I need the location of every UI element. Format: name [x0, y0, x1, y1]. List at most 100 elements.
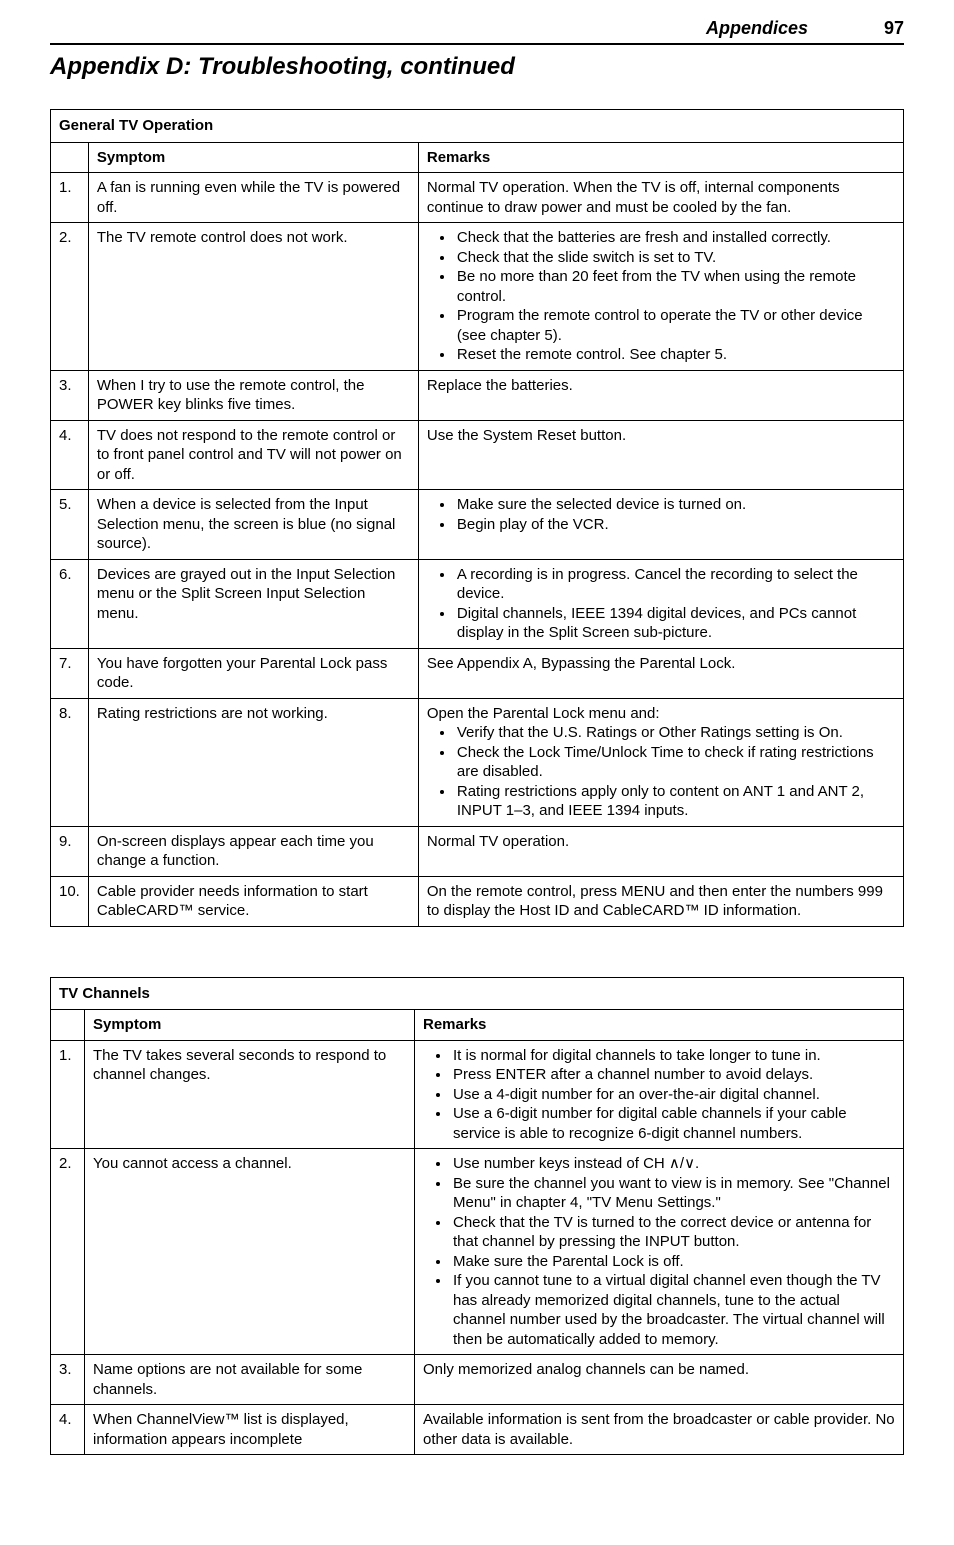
remarks-bullet-item: Use number keys instead of CH ∧/∨.: [451, 1154, 895, 1174]
col-remarks-header: Remarks: [415, 1010, 904, 1041]
row-remarks: Open the Parental Lock menu and:Verify t…: [418, 698, 903, 826]
remarks-text: On the remote control, press MENU and th…: [427, 883, 883, 920]
remarks-bullets: Use number keys instead of CH ∧/∨.Be sur…: [423, 1154, 895, 1349]
row-number: 4.: [51, 1405, 85, 1455]
remarks-bullet-item: Verify that the U.S. Ratings or Other Ra…: [455, 723, 895, 743]
remarks-bullet-item: Check that the slide switch is set to TV…: [455, 248, 895, 268]
row-symptom: When a device is selected from the Input…: [88, 490, 418, 560]
tables-container: General TV OperationSymptomRemarks1.A fa…: [50, 109, 904, 1455]
header-section-label: Appendices: [706, 18, 808, 39]
running-header: Appendices 97: [50, 18, 904, 45]
table-row: 9.On-screen displays appear each time yo…: [51, 826, 904, 876]
table-row: 5.When a device is selected from the Inp…: [51, 490, 904, 560]
row-symptom: You have forgotten your Parental Lock pa…: [88, 648, 418, 698]
table-row: 4.When ChannelView™ list is displayed, i…: [51, 1405, 904, 1455]
remarks-bullet-item: Reset the remote control. See chapter 5.: [455, 345, 895, 365]
row-number: 5.: [51, 490, 89, 560]
table-row: 7.You have forgotten your Parental Lock …: [51, 648, 904, 698]
remarks-bullet-item: Make sure the selected device is turned …: [455, 495, 895, 515]
table-row: 10.Cable provider needs information to s…: [51, 876, 904, 926]
table-row: 8.Rating restrictions are not working.Op…: [51, 698, 904, 826]
row-remarks: Available information is sent from the b…: [415, 1405, 904, 1455]
row-symptom: Rating restrictions are not working.: [88, 698, 418, 826]
remarks-bullet-item: Be no more than 20 feet from the TV when…: [455, 267, 895, 306]
remarks-bullets: Verify that the U.S. Ratings or Other Ra…: [427, 723, 895, 821]
remarks-bullets: Check that the batteries are fresh and i…: [427, 228, 895, 365]
remarks-text: Normal TV operation.: [427, 833, 569, 850]
row-symptom: The TV takes several seconds to respond …: [85, 1040, 415, 1149]
table-row: 1.The TV takes several seconds to respon…: [51, 1040, 904, 1149]
remarks-text: Only memorized analog channels can be na…: [423, 1361, 749, 1378]
row-symptom: A fan is running even while the TV is po…: [88, 173, 418, 223]
row-remarks: Use the System Reset button.: [418, 420, 903, 490]
row-symptom: On-screen displays appear each time you …: [88, 826, 418, 876]
table-row: 2.You cannot access a channel.Use number…: [51, 1149, 904, 1355]
row-number: 6.: [51, 559, 89, 648]
remarks-bullet-item: Digital channels, IEEE 1394 digital devi…: [455, 604, 895, 643]
row-symptom: Cable provider needs information to star…: [88, 876, 418, 926]
row-number: 2.: [51, 223, 89, 371]
remarks-lead: Open the Parental Lock menu and:: [427, 704, 895, 724]
row-remarks: Check that the batteries are fresh and i…: [418, 223, 903, 371]
remarks-bullet-item: Press ENTER after a channel number to av…: [451, 1065, 895, 1085]
page: Appendices 97 Appendix D: Troubleshootin…: [0, 0, 954, 1545]
remarks-bullet-item: Make sure the Parental Lock is off.: [451, 1252, 895, 1272]
row-number: 3.: [51, 1355, 85, 1405]
row-remarks: Replace the batteries.: [418, 370, 903, 420]
col-symptom-header: Symptom: [88, 142, 418, 173]
row-number: 1.: [51, 173, 89, 223]
row-symptom: Devices are grayed out in the Input Sele…: [88, 559, 418, 648]
remarks-bullet-item: Rating restrictions apply only to conten…: [455, 782, 895, 821]
remarks-text: Replace the batteries.: [427, 377, 573, 394]
row-number: 10.: [51, 876, 89, 926]
remarks-bullet-item: Be sure the channel you want to view is …: [451, 1174, 895, 1213]
page-title: Appendix D: Troubleshooting, continued: [50, 53, 904, 81]
remarks-text: Available information is sent from the b…: [423, 1411, 895, 1448]
col-num-header: [51, 1010, 85, 1041]
col-symptom-header: Symptom: [85, 1010, 415, 1041]
row-symptom: Name options are not available for some …: [85, 1355, 415, 1405]
remarks-bullet-item: Check that the TV is turned to the corre…: [451, 1213, 895, 1252]
row-number: 9.: [51, 826, 89, 876]
table-title: TV Channels: [51, 977, 904, 1010]
row-number: 4.: [51, 420, 89, 490]
col-remarks-header: Remarks: [418, 142, 903, 173]
remarks-bullet-item: It is normal for digital channels to tak…: [451, 1046, 895, 1066]
remarks-text: See Appendix A, Bypassing the Parental L…: [427, 655, 736, 672]
row-symptom: When I try to use the remote control, th…: [88, 370, 418, 420]
row-number: 7.: [51, 648, 89, 698]
row-number: 8.: [51, 698, 89, 826]
row-remarks: On the remote control, press MENU and th…: [418, 876, 903, 926]
row-number: 2.: [51, 1149, 85, 1355]
table-row: 3.Name options are not available for som…: [51, 1355, 904, 1405]
header-page-number: 97: [868, 18, 904, 39]
remarks-text: Normal TV operation. When the TV is off,…: [427, 179, 840, 216]
remarks-bullet-item: Use a 4-digit number for an over-the-air…: [451, 1085, 895, 1105]
remarks-bullet-item: Use a 6-digit number for digital cable c…: [451, 1104, 895, 1143]
row-remarks: See Appendix A, Bypassing the Parental L…: [418, 648, 903, 698]
row-remarks: Normal TV operation. When the TV is off,…: [418, 173, 903, 223]
table-row: 1.A fan is running even while the TV is …: [51, 173, 904, 223]
remarks-bullets: A recording is in progress. Cancel the r…: [427, 565, 895, 643]
table-row: 4.TV does not respond to the remote cont…: [51, 420, 904, 490]
remarks-text: Use the System Reset button.: [427, 427, 626, 444]
remarks-bullet-item: Check that the batteries are fresh and i…: [455, 228, 895, 248]
row-symptom: You cannot access a channel.: [85, 1149, 415, 1355]
row-remarks: Use number keys instead of CH ∧/∨.Be sur…: [415, 1149, 904, 1355]
row-remarks: A recording is in progress. Cancel the r…: [418, 559, 903, 648]
troubleshooting-table: TV ChannelsSymptomRemarks1.The TV takes …: [50, 977, 904, 1456]
remarks-bullet-item: Begin play of the VCR.: [455, 515, 895, 535]
remarks-bullets: It is normal for digital channels to tak…: [423, 1046, 895, 1144]
remarks-bullet-item: A recording is in progress. Cancel the r…: [455, 565, 895, 604]
remarks-bullet-item: Program the remote control to operate th…: [455, 306, 895, 345]
row-number: 1.: [51, 1040, 85, 1149]
row-remarks: It is normal for digital channels to tak…: [415, 1040, 904, 1149]
table-row: 2.The TV remote control does not work.Ch…: [51, 223, 904, 371]
row-symptom: When ChannelView™ list is displayed, inf…: [85, 1405, 415, 1455]
col-num-header: [51, 142, 89, 173]
table-title: General TV Operation: [51, 110, 904, 143]
row-remarks: Make sure the selected device is turned …: [418, 490, 903, 560]
table-row: 6.Devices are grayed out in the Input Se…: [51, 559, 904, 648]
remarks-bullet-item: Check the Lock Time/Unlock Time to check…: [455, 743, 895, 782]
row-number: 3.: [51, 370, 89, 420]
